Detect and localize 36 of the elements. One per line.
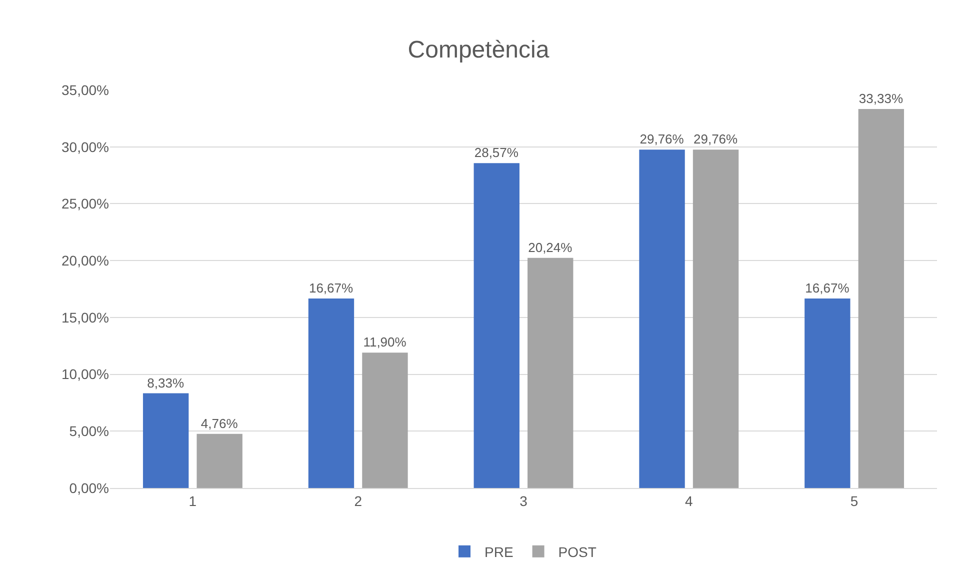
x-tick-label: 4 bbox=[685, 492, 693, 509]
chart-title: Competència bbox=[408, 36, 550, 64]
bar bbox=[142, 393, 189, 488]
bar bbox=[692, 150, 739, 488]
y-tick-label: 30,00% bbox=[62, 138, 109, 155]
data-label: 29,76% bbox=[694, 132, 738, 147]
data-label: 11,90% bbox=[363, 334, 407, 350]
data-label: 29,76% bbox=[640, 132, 684, 147]
x-tick-label: 5 bbox=[850, 492, 858, 509]
y-tick-label: 20,00% bbox=[62, 252, 109, 268]
data-label: 16,67% bbox=[308, 280, 354, 296]
y-tick-label: 0,00% bbox=[69, 480, 109, 496]
data-label: 8,33% bbox=[147, 375, 184, 390]
y-tick-label: 15,00% bbox=[62, 309, 109, 326]
legend-label: POST bbox=[558, 544, 597, 560]
x-tick-label: 2 bbox=[354, 492, 362, 509]
data-label: 33,33% bbox=[858, 90, 904, 106]
y-tick-label: 35,00% bbox=[62, 82, 109, 98]
bar bbox=[196, 434, 242, 488]
y-tick-label: 10,00% bbox=[62, 366, 109, 382]
bar bbox=[474, 163, 520, 488]
bar bbox=[858, 108, 904, 488]
bar bbox=[804, 298, 850, 488]
y-tick-label: 25,00% bbox=[62, 196, 109, 212]
data-label: 4,76% bbox=[200, 416, 238, 431]
y-tick-label: 5,00% bbox=[69, 423, 109, 440]
data-label: 16,67% bbox=[805, 280, 850, 296]
x-tick-label: 1 bbox=[188, 492, 197, 509]
data-label: 20,24% bbox=[528, 240, 573, 255]
data-label: 28,57% bbox=[474, 145, 519, 160]
bar bbox=[639, 150, 685, 488]
legend-label: PRE bbox=[484, 544, 514, 560]
bar bbox=[528, 258, 574, 488]
bar bbox=[362, 352, 408, 488]
x-tick-label: 3 bbox=[520, 492, 528, 509]
bar bbox=[308, 298, 354, 488]
